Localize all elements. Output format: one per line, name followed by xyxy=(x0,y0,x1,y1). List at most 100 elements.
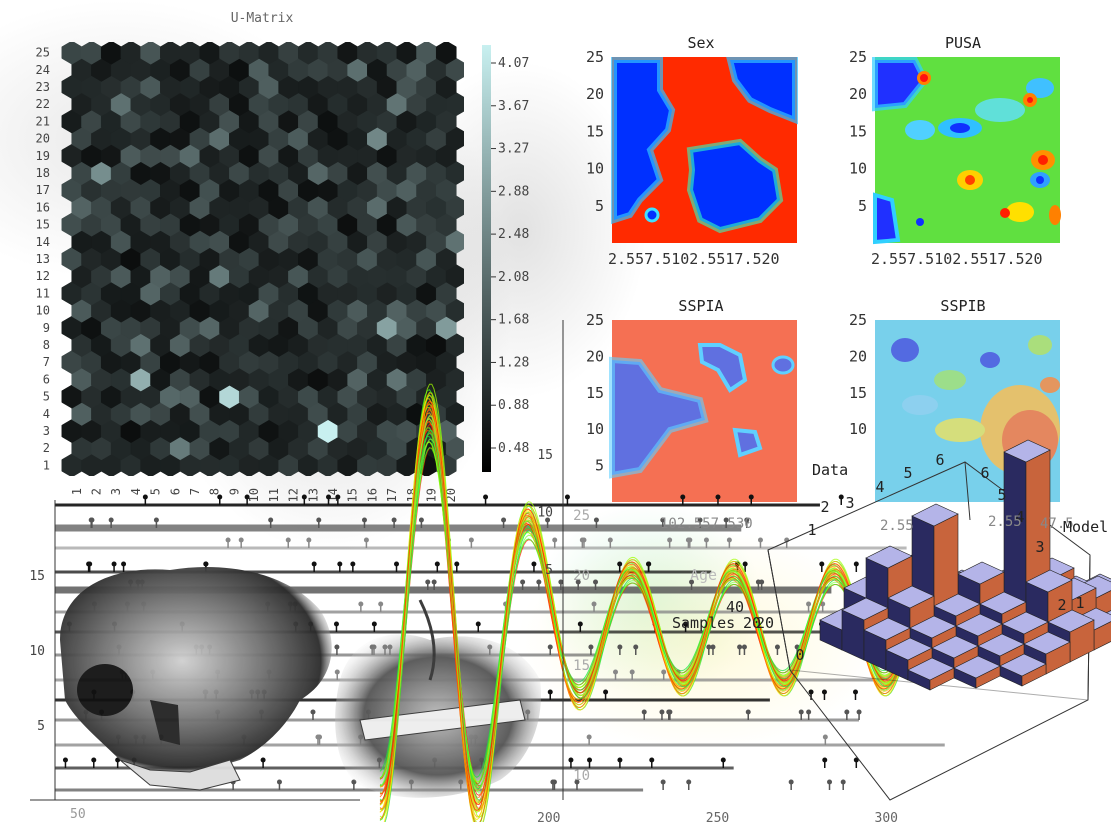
rug-row-marker xyxy=(431,579,437,585)
model-axis-tick: 6 xyxy=(980,464,989,482)
rug-row-marker xyxy=(660,517,666,523)
samples-axis-tick-3d: 40 xyxy=(726,598,744,616)
histogram-bar-top xyxy=(979,591,1027,615)
model-axis-tick: 2 xyxy=(1057,596,1066,614)
rug-row-marker xyxy=(378,601,384,607)
histogram-bar-top xyxy=(977,633,1025,657)
rug-row-marker xyxy=(394,561,400,567)
u-matrix-x-tick: 13 xyxy=(306,488,320,502)
histogram-bar-top xyxy=(955,613,1003,637)
rug-row-marker xyxy=(425,579,431,585)
rug-row-marker xyxy=(217,494,223,500)
colorbar-tick-label: 2.88 xyxy=(498,184,529,199)
rug-row-marker xyxy=(153,517,159,523)
u-matrix-x-tick: 12 xyxy=(287,488,301,502)
pusa-map-regions xyxy=(872,57,1061,245)
rug-row-marker xyxy=(306,537,312,543)
u-matrix-y-tick: 5 xyxy=(43,390,50,404)
rug-row-marker xyxy=(706,644,712,650)
heatmap-y-tick: 15 xyxy=(586,384,604,402)
rug-row-marker xyxy=(633,644,639,650)
u-matrix-y-tick: 20 xyxy=(36,132,50,146)
rug-row-marker xyxy=(315,734,321,740)
u-matrix-y-tick: 16 xyxy=(36,200,50,214)
u-matrix-x-tick: 11 xyxy=(267,488,281,502)
colorbar-tick-label: 0.48 xyxy=(498,441,529,456)
heatmap-y-tick: 5 xyxy=(858,197,867,215)
u-matrix-y-ticks: 1234567891011121314151617181920212223242… xyxy=(36,46,50,473)
rug-row-marker xyxy=(454,561,460,567)
curves-x-tick: 250 xyxy=(706,811,729,822)
heatmap-y-tick: 25 xyxy=(586,311,604,329)
curves-y-ticks: 5 10 15 xyxy=(537,448,553,578)
curves-x-ticks: 200 250 300 xyxy=(537,811,898,822)
rug-row-marker xyxy=(483,494,489,500)
data-axis-label: Data xyxy=(812,461,848,479)
bottom-axis-fragment: 50 xyxy=(70,807,86,822)
rug-row-marker xyxy=(808,689,814,695)
rug-row-marker xyxy=(852,689,858,695)
histogram-bar-top xyxy=(907,657,955,681)
rug-row-marker xyxy=(838,494,844,500)
rug-row-marker xyxy=(142,494,148,500)
curves-x-tick: 200 xyxy=(537,811,560,822)
rug-row-marker xyxy=(641,709,647,715)
rug-row-marker xyxy=(337,561,343,567)
oscillation-curves xyxy=(379,383,921,822)
rug-row-marker xyxy=(715,494,721,500)
colorbar-tick-label: 2.48 xyxy=(498,227,529,242)
u-matrix-x-tick: 19 xyxy=(425,488,439,502)
faded-y-tick: 10 xyxy=(573,768,590,784)
rug-row-marker xyxy=(564,494,570,500)
u-matrix-y-tick: 17 xyxy=(36,183,50,197)
rug-row-marker xyxy=(62,757,68,763)
u-matrix-y-tick: 10 xyxy=(36,304,50,318)
u-matrix-y-tick: 2 xyxy=(43,441,50,455)
rug-row-marker xyxy=(741,644,747,650)
u-matrix-y-tick: 21 xyxy=(36,114,50,128)
u-matrix-y-tick: 11 xyxy=(36,286,50,300)
rug-row-marker xyxy=(788,779,794,785)
rug-row-marker xyxy=(680,494,686,500)
rug-row-marker xyxy=(649,757,655,763)
u-matrix-y-tick: 13 xyxy=(36,252,50,266)
rug-row-marker xyxy=(710,644,716,650)
samples-axis-label: Samples xyxy=(672,614,735,632)
u-matrix-y-tick: 8 xyxy=(43,338,50,352)
rug-row-marker xyxy=(301,494,307,500)
sspia-map-panel: SSPIA 5 10 15 20 25 xyxy=(586,297,797,502)
faded-tick-fragment: 2.55 xyxy=(880,518,914,534)
heatmap-y-tick: 25 xyxy=(586,48,604,66)
rug-row-marker xyxy=(574,779,580,785)
rug-row-marker xyxy=(276,779,282,785)
rug-row-marker xyxy=(745,709,751,715)
u-matrix-x-tick: 6 xyxy=(168,488,182,495)
sspia-map-y-ticks: 5 10 15 20 25 xyxy=(586,311,604,475)
rug-row-marker xyxy=(334,644,340,650)
u-matrix-hex-grid xyxy=(61,42,464,476)
rug-row-marker xyxy=(853,561,859,567)
rug-row-marker xyxy=(285,537,291,543)
histogram-bar-top xyxy=(1003,439,1051,463)
rug-row-marker xyxy=(607,537,613,543)
histogram-bar-top xyxy=(911,503,959,527)
heatmap-y-tick: 10 xyxy=(849,160,867,178)
rug-row-marker xyxy=(203,561,209,567)
u-matrix-x-tick: 4 xyxy=(129,488,143,495)
curve-series-line xyxy=(379,400,921,806)
heatmap-y-tick: 25 xyxy=(849,48,867,66)
rug-row-marker xyxy=(697,517,703,523)
faded-tick-fragment: 47.5 xyxy=(1040,516,1074,532)
histogram-bar-top xyxy=(909,615,957,639)
sex-map-panel: Sex 5 10 15 20 25 2.557.5102.5517.520 xyxy=(586,34,798,268)
colorbar-tick-label: 3.67 xyxy=(498,99,529,114)
z-axis-tick: 2 xyxy=(820,498,829,516)
rug-row-marker xyxy=(550,779,556,785)
faded-tick-fragment: 102.557.530 xyxy=(660,516,753,532)
rug-row-marker xyxy=(545,517,551,523)
rug-row-marker xyxy=(661,669,667,675)
rug-row-marker xyxy=(350,561,356,567)
curve-series-line xyxy=(379,430,921,801)
rug-row-marker xyxy=(755,579,761,585)
